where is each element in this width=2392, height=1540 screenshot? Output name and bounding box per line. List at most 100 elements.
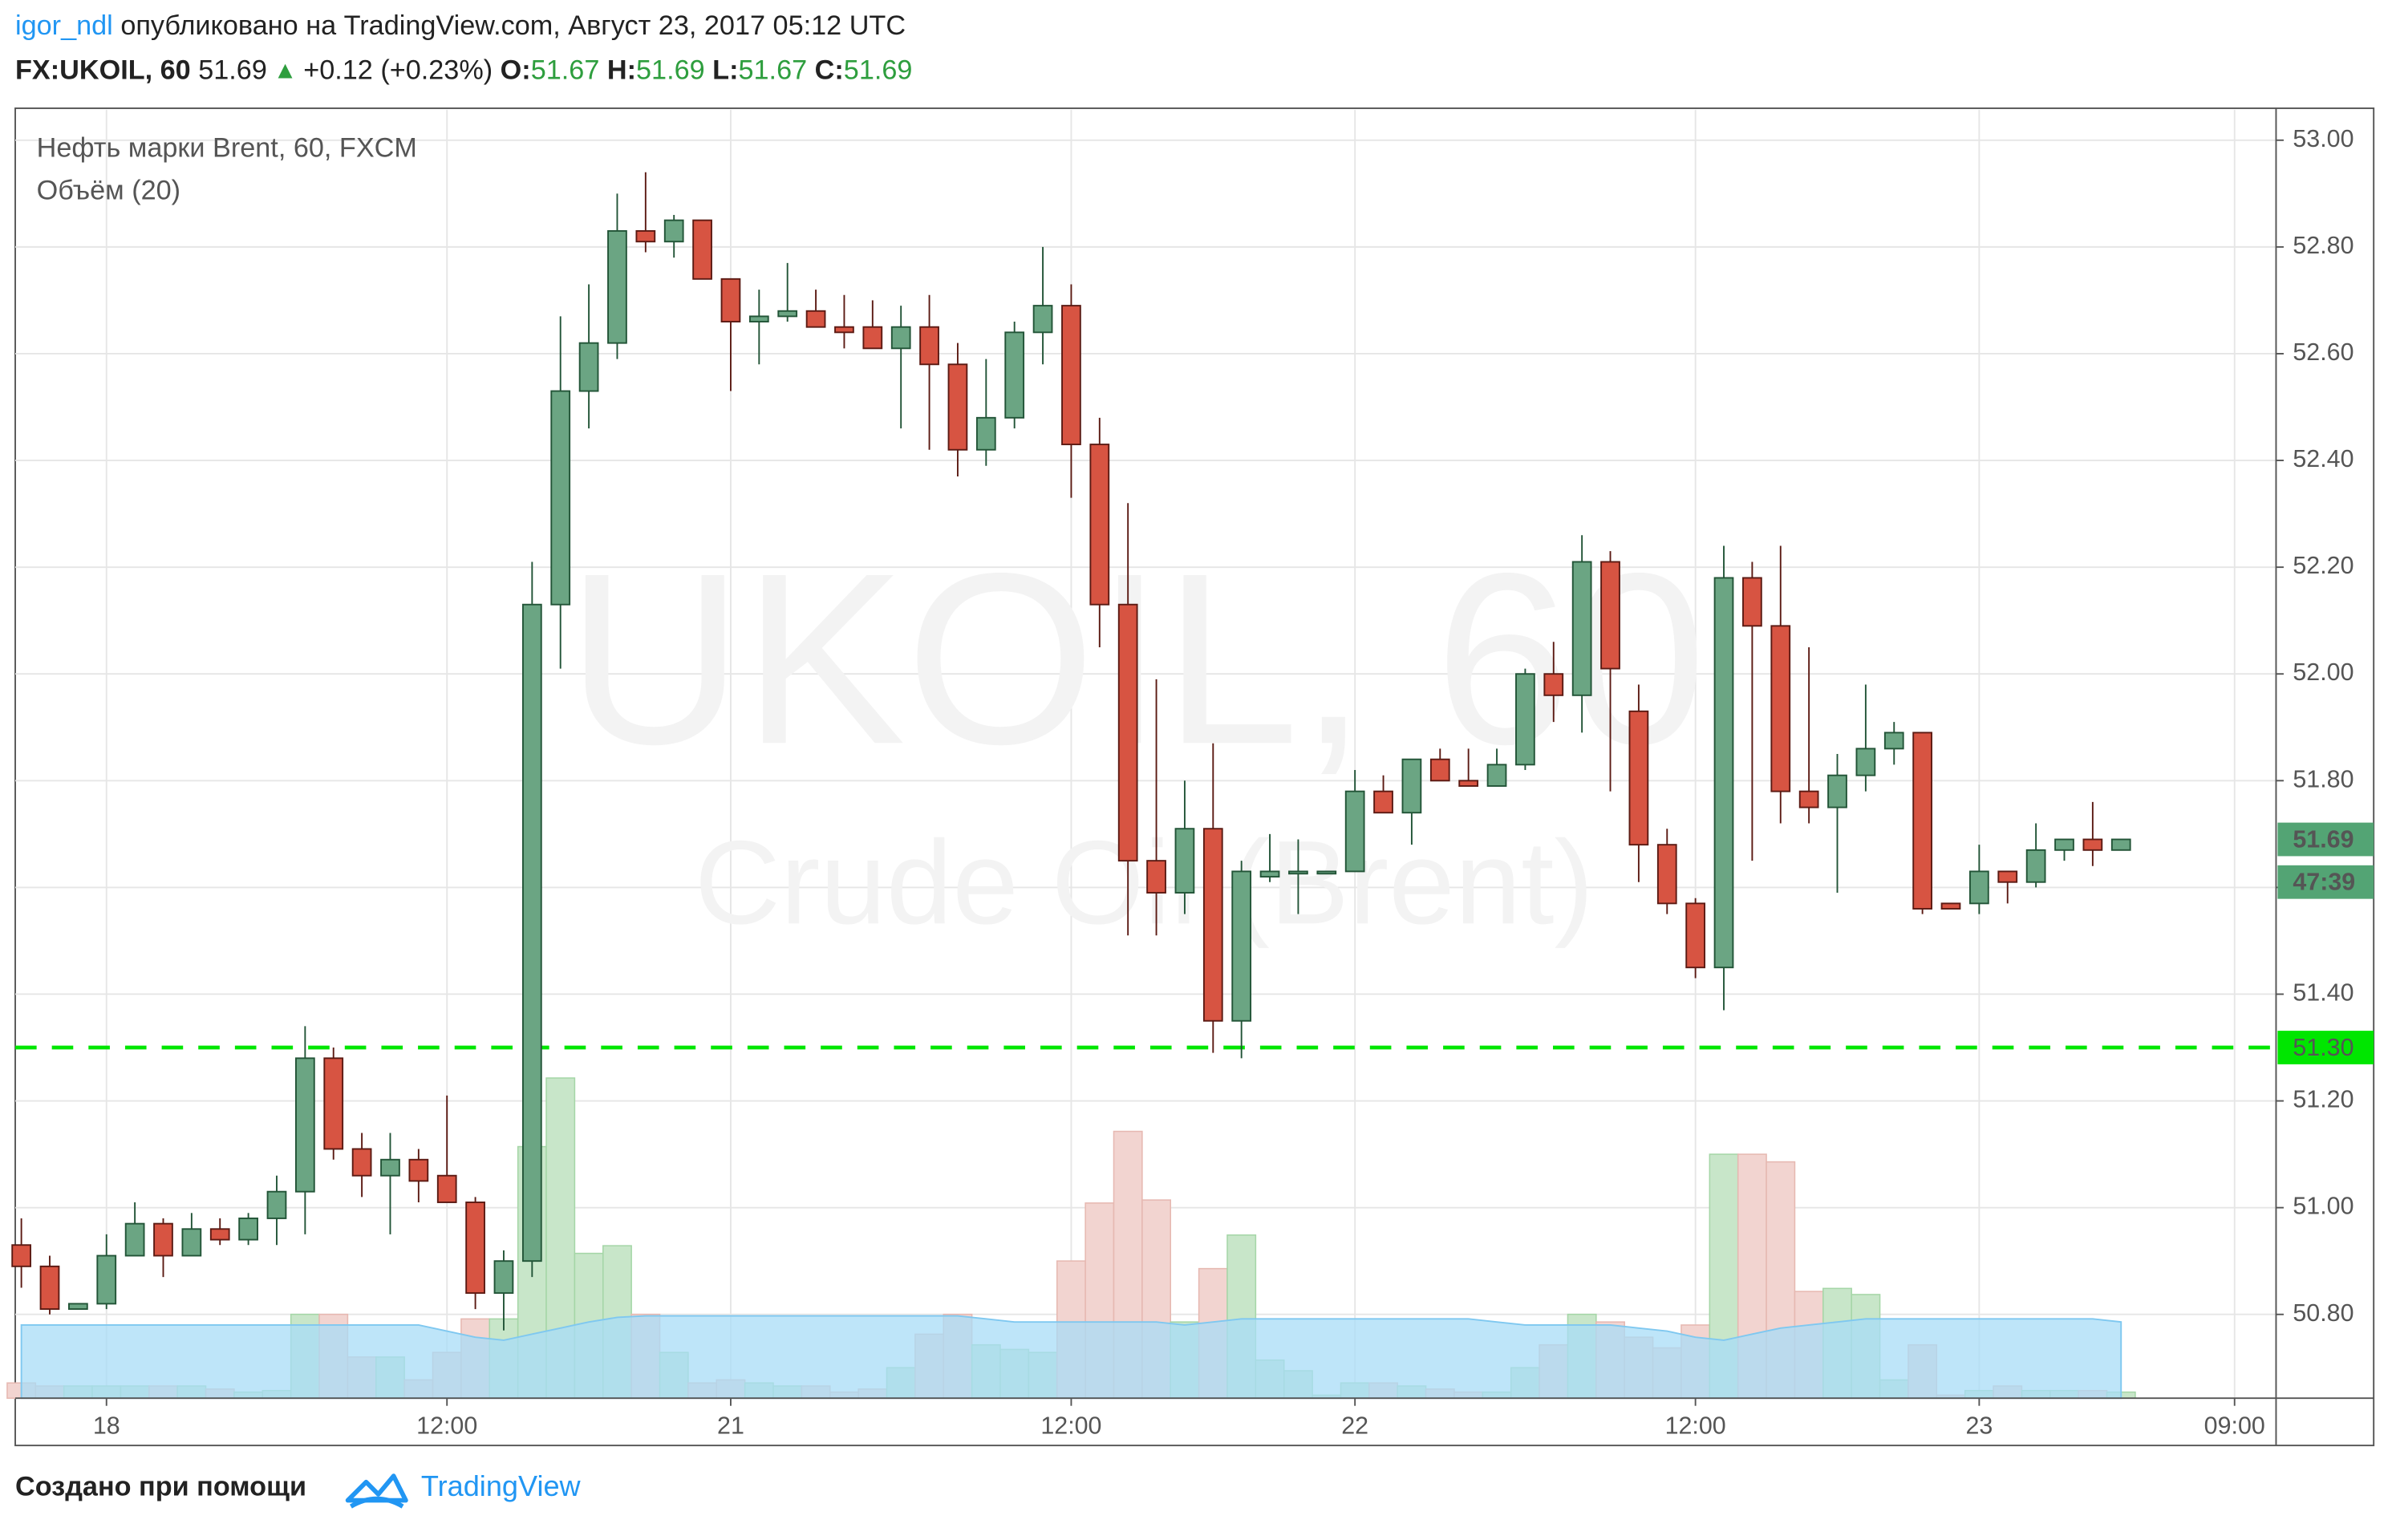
candle-body [1061,305,1081,446]
candle-body [1089,444,1110,606]
candle-body [380,1158,400,1177]
last-price-label: 51.69 [2293,825,2353,853]
candle-body [1344,790,1365,873]
x-tick-label: 22 [1341,1412,1368,1439]
candle-body [748,315,769,322]
candle-body [493,1260,514,1295]
price: 51.69 [198,55,267,85]
symbol: FX:UKOIL, 60 [15,55,191,85]
candle-body [1600,561,1620,670]
candle-body [890,326,911,350]
o-label: O: [501,55,531,85]
candle-body [1969,870,1989,905]
candle-body [578,342,599,392]
candle-body [1798,790,1819,808]
candle-body [1174,828,1195,894]
candle-body [124,1222,145,1257]
candle-body [1373,790,1393,814]
candle-body [1628,710,1649,846]
candle-body [1004,331,1025,419]
l-value: 51.67 [738,55,807,85]
legend-volume: Объём (20) [37,176,180,206]
hline-tag [2277,1031,2374,1064]
author[interactable]: igor_ndl [15,10,113,41]
candle-body [2054,838,2074,851]
hline-tag-label: 51.30 [2293,1034,2353,1061]
h-label: H: [607,55,636,85]
symbol-line: FX:UKOIL, 60 51.69 ▲ +0.12 (+0.23%) O:51.6… [15,55,912,85]
candle-body [692,219,712,280]
candle-body [805,310,826,328]
x-tick-label: 12:00 [1040,1412,1101,1439]
tradingview-logo[interactable] [345,1473,408,1509]
candle-body [550,390,571,606]
candle-body [1146,860,1166,894]
candle-body [1458,780,1479,787]
candle-body [1770,625,1791,792]
candle-body [1855,748,1876,776]
x-tick-label: 12:00 [1665,1412,1726,1439]
y-tick-label: 51.40 [2293,979,2353,1007]
candle-body [323,1057,344,1150]
c-label: C: [815,55,844,85]
c-value: 51.69 [844,55,913,85]
candle-body [1515,673,1535,766]
candle-body [39,1265,60,1311]
y-tick-label: 52.60 [2293,338,2353,366]
candle-body [1713,577,1734,969]
y-tick-label: 52.80 [2293,232,2353,259]
y-tick-label: 50.80 [2293,1299,2353,1327]
candle-body [436,1174,457,1203]
candle-body [720,278,741,322]
y-tick-label: 52.00 [2293,659,2353,686]
candle-body [1429,758,1450,782]
candle-body [1259,870,1280,878]
candle-body [238,1218,258,1241]
candle-body [635,229,656,243]
grid [15,109,2276,1399]
y-tick-label: 51.80 [2293,765,2353,792]
o-value: 51.67 [531,55,600,85]
x-tick-label: 12:00 [416,1412,477,1439]
candle-body [96,1254,117,1305]
footer-brand[interactable]: TradingView [421,1469,582,1502]
candle-body [834,326,854,334]
candle-body [1997,870,2018,883]
candle-body [1685,902,1706,969]
x-tick-label: 18 [93,1412,120,1439]
candle-body [862,326,883,350]
candle-body [607,229,627,344]
candle-body [1912,732,1932,910]
candle-body [919,326,939,366]
candle-body [266,1190,287,1219]
candle-body [1883,732,1904,750]
candle-body [294,1057,315,1193]
candle-body [777,310,798,318]
axes: 50.8051.0051.2051.4051.6051.8052.0052.20… [93,125,2374,1439]
candle-body [408,1158,429,1182]
header-line: igor_ndl опубликовано на TradingView.com… [15,10,906,41]
candle-body [1543,673,1564,696]
y-tick-label: 52.20 [2293,552,2353,579]
candle-body [1486,764,1507,787]
logo-wave [349,1496,404,1509]
candle-body [2110,838,2131,851]
chart-frame [14,107,2375,1447]
candle-body [1571,561,1592,696]
candle-body [1202,828,1223,1022]
legend-title: Нефть марки Brent, 60, FXCM [37,132,417,163]
volume-ma-area [20,1315,2122,1400]
candle-body [1316,870,1337,875]
published: опубликовано на TradingView.com, Август … [120,10,906,41]
candle-body [1742,577,1762,627]
last-price-tag [2277,822,2374,857]
y-tick-label: 51.00 [2293,1193,2353,1220]
candle-body [153,1222,173,1257]
candle-body [1827,774,1847,808]
candle-body [1940,902,1961,910]
h-value: 51.69 [636,55,705,85]
candle-body [68,1303,88,1311]
plot [6,172,2276,1400]
up-arrow: ▲ [274,56,298,83]
candle-body [947,363,968,451]
